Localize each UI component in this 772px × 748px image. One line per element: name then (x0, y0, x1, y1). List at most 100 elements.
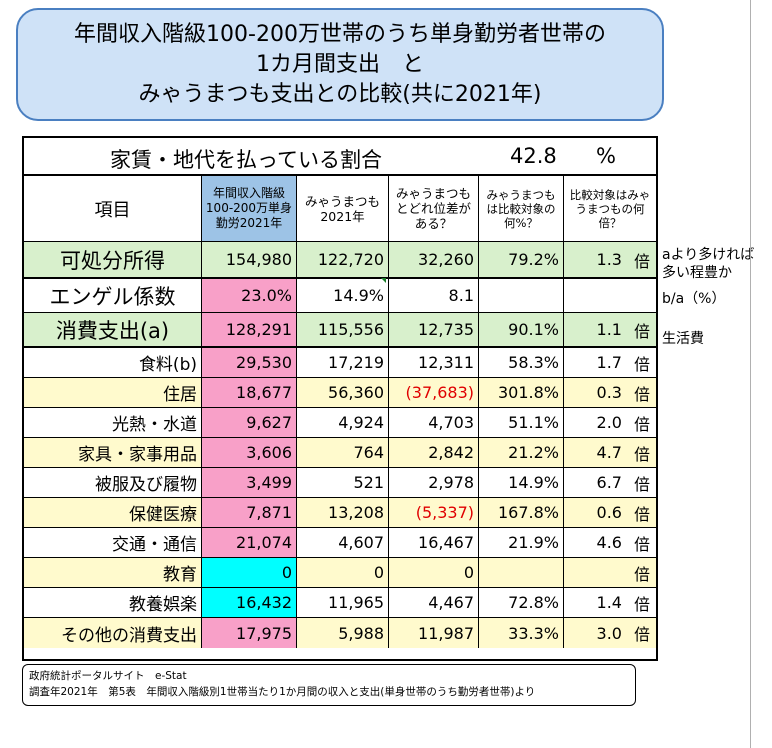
item-group[interactable]: 16,432 (202, 588, 297, 617)
item-label[interactable]: 被服及び履物 (24, 468, 202, 497)
item-times-cell[interactable]: 1.4 倍 (564, 588, 656, 617)
item-diff[interactable]: 2,978 (389, 468, 479, 497)
item-label[interactable]: 交通・通信 (24, 528, 202, 557)
item-group[interactable]: 3,606 (202, 438, 297, 467)
table-grid: 項目 年間収入階級100-200万単身勤労2021年 みゃうまつも2021年 み… (24, 176, 656, 648)
item-ratio[interactable]: 51.1% (479, 408, 564, 437)
item-diff[interactable]: 2,842 (389, 438, 479, 467)
item-diff[interactable]: 4,703 (389, 408, 479, 437)
item-ratio[interactable]: 167.8% (479, 498, 564, 527)
header-item[interactable]: 項目 (24, 176, 202, 241)
item-times: 4.7 (596, 443, 622, 462)
item-group[interactable]: 0 (202, 558, 297, 587)
table-row-medical: 保健医療 7,871 13,208 (5,337) 167.8% 0.6 倍 (24, 498, 656, 528)
item-group[interactable]: 9,627 (202, 408, 297, 437)
item-myau[interactable]: 0 (297, 558, 389, 587)
item-ratio[interactable]: 21.2% (479, 438, 564, 467)
item-ratio[interactable]: 21.9% (479, 528, 564, 557)
item-times-cell[interactable]: 0.6 倍 (564, 498, 656, 527)
item-times-cell[interactable]: 6.7 倍 (564, 468, 656, 497)
item-diff[interactable]: 4,467 (389, 588, 479, 617)
item-ratio[interactable]: 14.9% (479, 468, 564, 497)
item-label[interactable]: 保健医療 (24, 498, 202, 527)
header-myau[interactable]: みゃうまつも2021年 (297, 176, 389, 241)
item-ratio[interactable] (479, 558, 564, 587)
engel-ratio[interactable] (479, 279, 564, 312)
consume-diff[interactable]: 12,735 (389, 313, 479, 346)
income-myau[interactable]: 122,720 (297, 242, 389, 277)
item-label[interactable]: 家具・家事用品 (24, 438, 202, 467)
consume-times-cell[interactable]: 1.1 倍 (564, 313, 656, 346)
item-diff[interactable]: 12,311 (389, 348, 479, 377)
item-group[interactable]: 7,871 (202, 498, 297, 527)
item-times-cell[interactable]: 4.7 倍 (564, 438, 656, 467)
income-times: 1.3 (596, 250, 622, 269)
table-row-utilities: 光熱・水道 9,627 4,924 4,703 51.1% 2.0 倍 (24, 408, 656, 438)
engel-group[interactable]: 23.0% (202, 279, 297, 312)
item-group[interactable]: 29,530 (202, 348, 297, 377)
consume-label[interactable]: 消費支出(a) (24, 313, 202, 346)
item-label[interactable]: 教養娯楽 (24, 588, 202, 617)
engel-myau[interactable]: 14.9% (297, 279, 389, 312)
item-myau[interactable]: 521 (297, 468, 389, 497)
item-ratio[interactable]: 58.3% (479, 348, 564, 377)
engel-times-cell[interactable] (564, 279, 656, 312)
item-ratio[interactable]: 72.8% (479, 588, 564, 617)
engel-label[interactable]: エンゲル係数 (24, 279, 202, 312)
item-label[interactable]: その他の消費支出 (24, 618, 202, 648)
item-times-cell[interactable]: 3.0 倍 (564, 618, 656, 648)
item-group[interactable]: 18,677 (202, 378, 297, 407)
item-times-unit: 倍 (633, 384, 650, 404)
item-myau[interactable]: 4,924 (297, 408, 389, 437)
item-myau[interactable]: 4,607 (297, 528, 389, 557)
item-myau[interactable]: 764 (297, 438, 389, 467)
table-row-transport: 交通・通信 21,074 4,607 16,467 21.9% 4.6 倍 (24, 528, 656, 558)
item-label[interactable]: 教育 (24, 558, 202, 587)
item-label[interactable]: 食料(b) (24, 348, 202, 377)
item-diff[interactable]: (5,337) (389, 498, 479, 527)
item-myau[interactable]: 11,965 (297, 588, 389, 617)
item-diff[interactable]: 11,987 (389, 618, 479, 648)
item-group[interactable]: 21,074 (202, 528, 297, 557)
header-group[interactable]: 年間収入階級100-200万単身勤労2021年 (202, 176, 297, 241)
header-ratio[interactable]: みゃうまつもは比較対象の何%？ (479, 176, 564, 241)
consume-ratio[interactable]: 90.1% (479, 313, 564, 346)
item-times-cell[interactable]: 倍 (564, 558, 656, 587)
consume-group[interactable]: 128,291 (202, 313, 297, 346)
rent-ratio-value[interactable]: 42.8 (510, 144, 557, 168)
income-ratio[interactable]: 79.2% (479, 242, 564, 277)
consume-times-unit: 倍 (633, 321, 650, 341)
item-group[interactable]: 3,499 (202, 468, 297, 497)
item-label[interactable]: 光熱・水道 (24, 408, 202, 437)
item-diff[interactable]: 16,467 (389, 528, 479, 557)
item-myau[interactable]: 56,360 (297, 378, 389, 407)
item-ratio[interactable]: 301.8% (479, 378, 564, 407)
item-myau[interactable]: 13,208 (297, 498, 389, 527)
item-times-cell[interactable]: 1.7 倍 (564, 348, 656, 377)
title-line-2: 1カ月間支出 と (256, 51, 424, 77)
income-row: 可処分所得 154,980 122,720 32,260 79.2% 1.3 倍 (24, 242, 656, 279)
item-diff[interactable]: 0 (389, 558, 479, 587)
item-diff[interactable]: (37,683) (389, 378, 479, 407)
header-diff[interactable]: みゃうまつもとどれ位差がある？ (389, 176, 479, 241)
source-line-2: 調査年2021年 第5表 年間収入階級別1世帯当たり1か月間の収入と支出(単身世… (29, 686, 536, 698)
item-times-cell[interactable]: 4.6 倍 (564, 528, 656, 557)
income-times-cell[interactable]: 1.3 倍 (564, 242, 656, 277)
source-line-1: 政府統計ポータルサイト e-Stat (29, 670, 187, 682)
item-myau[interactable]: 5,988 (297, 618, 389, 648)
engel-diff[interactable]: 8.1 (389, 279, 479, 312)
consume-times: 1.1 (596, 320, 622, 339)
item-myau[interactable]: 17,219 (297, 348, 389, 377)
income-diff[interactable]: 32,260 (389, 242, 479, 277)
item-label[interactable]: 住居 (24, 378, 202, 407)
consume-row: 消費支出(a) 128,291 115,556 12,735 90.1% 1.1… (24, 313, 656, 348)
income-label[interactable]: 可処分所得 (24, 242, 202, 277)
item-ratio[interactable]: 33.3% (479, 618, 564, 648)
income-group[interactable]: 154,980 (202, 242, 297, 277)
item-times-cell[interactable]: 2.0 倍 (564, 408, 656, 437)
header-times[interactable]: 比較対象はみゃうまつもの何倍？ (569, 187, 651, 230)
consume-myau[interactable]: 115,556 (297, 313, 389, 346)
income-times-unit: 倍 (633, 251, 650, 271)
item-group[interactable]: 17,975 (202, 618, 297, 648)
item-times-cell[interactable]: 0.3 倍 (564, 378, 656, 407)
